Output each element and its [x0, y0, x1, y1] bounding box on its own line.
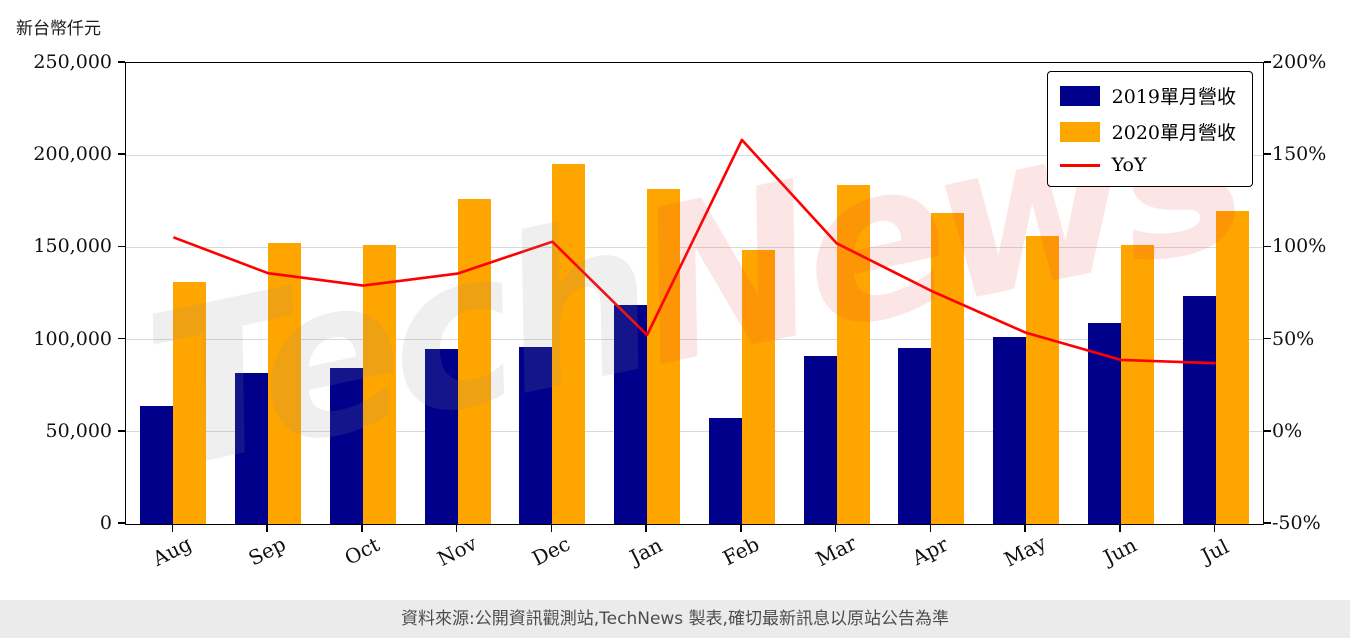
legend-label-2020: 2020單月營收	[1111, 122, 1236, 144]
bar-2020-jan	[647, 189, 681, 524]
bar-2019-apr	[898, 347, 932, 524]
bar-2020-jul	[1215, 211, 1249, 524]
y-axis-left-tick-label: 150,000	[33, 235, 112, 258]
bottom-tick-mark	[361, 524, 363, 532]
bar-2020-aug	[173, 281, 207, 524]
bottom-tick-mark	[1024, 524, 1026, 532]
bar-2019-dec	[519, 346, 553, 524]
right-tick-mark	[1263, 337, 1271, 340]
y-axis-left-tick-label: 0	[99, 512, 112, 534]
left-tick-mark	[118, 337, 125, 340]
plot-area: TechNews 2019單月營收 2020單月營收 YoY	[125, 62, 1264, 525]
footer-caption: 資料來源:公開資訊觀測站,TechNews 製表,確切最新訊息以原站公告為準	[0, 600, 1350, 638]
y-axis-right-tick-label: 150%	[1272, 143, 1327, 166]
bar-2019-sep	[235, 372, 269, 524]
bar-2019-feb	[708, 417, 742, 524]
bottom-tick-mark	[1213, 524, 1216, 532]
bottom-tick-mark	[266, 524, 268, 532]
legend-swatch-2020	[1059, 121, 1100, 142]
left-tick-mark	[118, 245, 125, 248]
y-axis-right-tick-label: 100%	[1272, 235, 1327, 258]
left-tick-mark	[118, 153, 125, 155]
legend-swatch-yoy-line	[1059, 163, 1100, 167]
legend-item-2019: 2019單月營收	[1059, 82, 1236, 109]
bar-2020-feb	[741, 250, 775, 524]
left-tick-mark	[118, 430, 125, 432]
y-axis-left-tick-label: 200,000	[33, 143, 112, 166]
bottom-tick-mark	[550, 524, 553, 532]
gridline	[126, 339, 1263, 341]
y-axis-right-tick-label: 0%	[1272, 419, 1303, 442]
gridline	[126, 246, 1263, 248]
bar-2020-may	[1026, 236, 1060, 524]
bottom-tick-mark	[455, 524, 458, 532]
bottom-tick-mark	[740, 524, 742, 532]
y-axis-left-tick-label: 100,000	[33, 327, 112, 350]
yoy-line	[172, 138, 1216, 365]
bar-2019-aug	[140, 405, 174, 524]
y-axis-left-tick-label: 50,000	[45, 419, 112, 442]
y-axis-right-tick-label: 50%	[1272, 327, 1315, 350]
bar-2019-jul	[1182, 296, 1216, 524]
bar-2019-jan	[614, 304, 648, 524]
bar-2020-oct	[362, 244, 396, 524]
bar-2019-may	[993, 336, 1027, 524]
legend-swatch-2019	[1059, 85, 1100, 106]
bar-2020-apr	[931, 213, 965, 524]
bottom-tick-mark	[171, 524, 174, 532]
legend: 2019單月營收 2020單月營收 YoY	[1046, 71, 1253, 187]
right-tick-mark	[1263, 153, 1271, 155]
right-tick-mark	[1263, 61, 1271, 63]
y-axis-right-tick-label: -50%	[1272, 512, 1321, 534]
gridline	[126, 431, 1263, 433]
bottom-tick-mark	[1119, 524, 1121, 532]
left-tick-mark	[118, 61, 125, 63]
bar-2019-nov	[424, 348, 458, 524]
bar-2020-sep	[268, 242, 302, 524]
y-axis-left-tick-label: 250,000	[33, 51, 112, 73]
legend-item-2020: 2020單月營收	[1059, 118, 1236, 145]
bottom-tick-mark	[929, 524, 932, 532]
bar-2020-jun	[1120, 244, 1154, 524]
legend-label-yoy: YoY	[1111, 154, 1147, 176]
bottom-tick-mark	[834, 524, 837, 532]
y-axis-unit-label: 新台幣仟元	[16, 19, 101, 39]
legend-label-2019: 2019單月營收	[1111, 86, 1236, 108]
right-tick-mark	[1263, 430, 1271, 432]
gridline	[126, 154, 1263, 156]
bar-2020-mar	[836, 184, 870, 524]
y-axis-right-tick-label: 200%	[1272, 51, 1327, 73]
right-tick-mark	[1263, 245, 1271, 248]
left-tick-mark	[118, 522, 125, 524]
bar-2019-oct	[329, 368, 363, 524]
bar-2020-nov	[457, 198, 491, 524]
bar-2020-dec	[552, 164, 586, 524]
bar-2019-mar	[803, 356, 837, 524]
legend-item-yoy: YoY	[1059, 154, 1236, 176]
right-tick-mark	[1263, 522, 1271, 524]
bottom-tick-mark	[645, 524, 647, 532]
